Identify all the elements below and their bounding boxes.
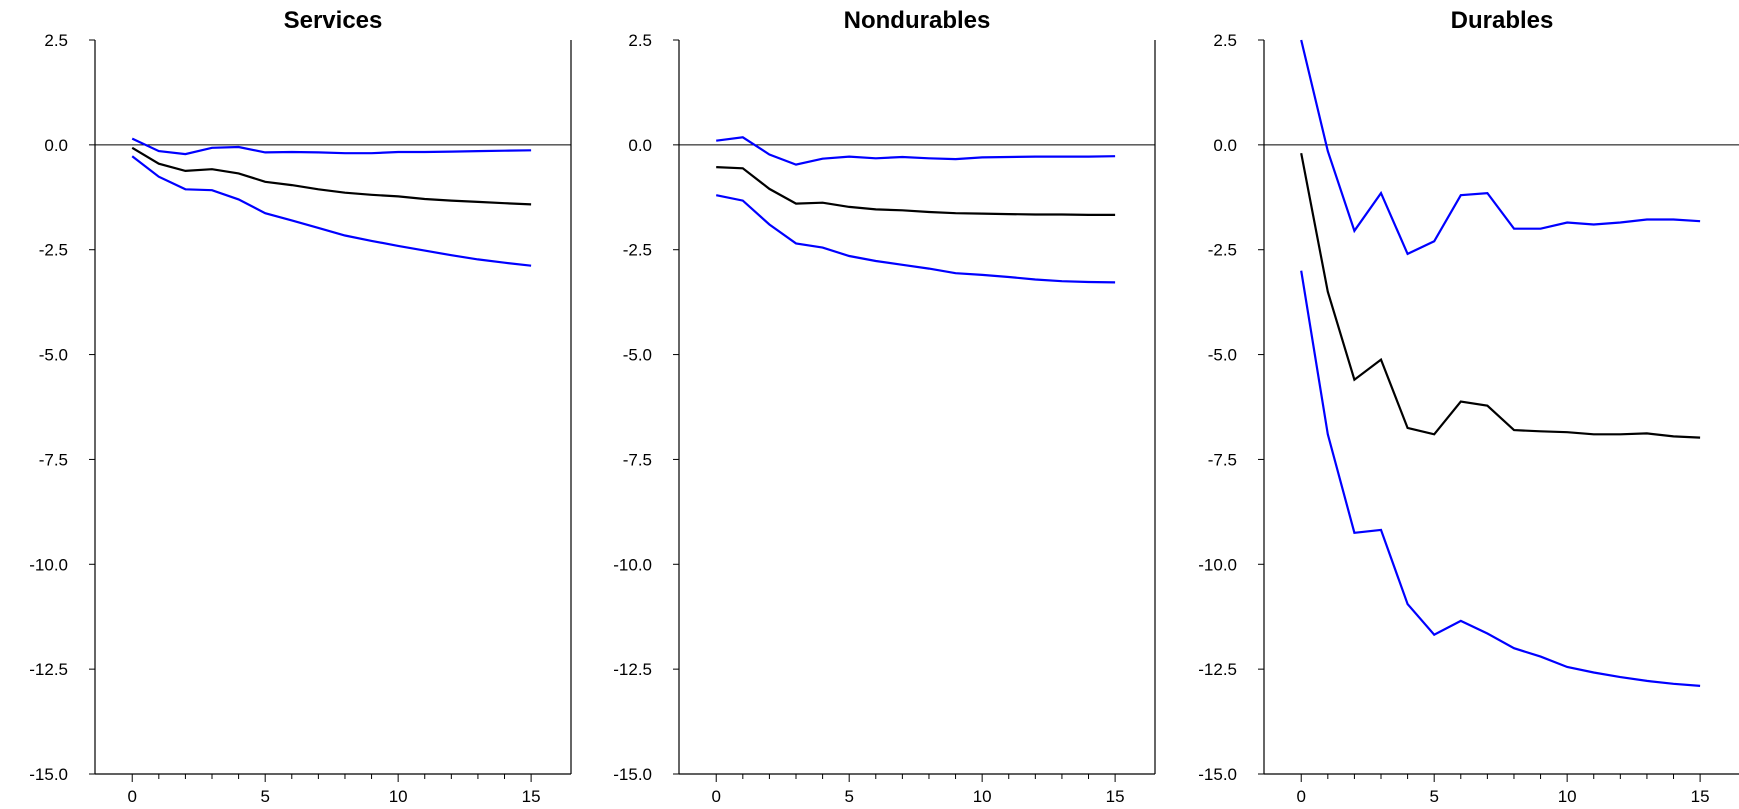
nondurables-y-tick-label: -15.0 xyxy=(613,765,652,784)
services-y-tick-label: -7.5 xyxy=(39,450,68,469)
durables-y-tick-label: -5.0 xyxy=(1208,346,1237,365)
services-y-tick-label: -2.5 xyxy=(39,241,68,260)
services-x-tick-label: 5 xyxy=(260,787,269,806)
nondurables-lower-line xyxy=(715,194,1116,284)
durables-upper-line xyxy=(1300,39,1701,256)
services-y-tick-label: -10.0 xyxy=(29,555,68,574)
durables-x-tick-label: 10 xyxy=(1558,787,1577,806)
durables-y-tick-label: -15.0 xyxy=(1198,765,1237,784)
durables-lower-line xyxy=(1300,270,1701,687)
nondurables-x-tick-label: 10 xyxy=(973,787,992,806)
durables-y-tick-label: -10.0 xyxy=(1198,555,1237,574)
services-y-tick-label: -15.0 xyxy=(29,765,68,784)
panel-durables: Durables 2.5 0.0 -2.5 -5.0 -7.5 -10.0 -12.5 -15.… xyxy=(1198,7,1739,806)
services-y-tick-label: -12.5 xyxy=(29,660,68,679)
nondurables-y-tick-label: 0.0 xyxy=(628,136,652,155)
services-x-tick-label: 10 xyxy=(389,787,408,806)
nondurables-estimate-line xyxy=(716,166,1116,216)
nondurables-x-tick-label: 5 xyxy=(844,787,853,806)
nondurables-title: Nondurables xyxy=(844,7,991,34)
durables-x-tick-label: 0 xyxy=(1296,787,1305,806)
durables-estimate-line xyxy=(1300,152,1701,439)
services-lower-line xyxy=(131,155,532,267)
services-x-tick-label: 15 xyxy=(522,787,541,806)
services-y-tick-label: 0.0 xyxy=(44,136,68,155)
nondurables-y-tick-label: -10.0 xyxy=(613,555,652,574)
durables-y-tick-label: -7.5 xyxy=(1208,450,1237,469)
services-title: Services xyxy=(284,7,383,34)
durables-y-tick-label: 2.5 xyxy=(1213,31,1237,50)
nondurables-upper-line xyxy=(716,136,1116,166)
durables-x-tick-label: 5 xyxy=(1429,787,1438,806)
nondurables-y-tick-label: 2.5 xyxy=(628,31,652,50)
nondurables-x-tick-label: 0 xyxy=(711,787,720,806)
nondurables-y-tick-label: -7.5 xyxy=(623,450,652,469)
services-upper-line xyxy=(131,137,532,156)
panel-nondurables: Nondurables 2.5 0.0 -2.5 -5.0 -7.5 -10.0 -12.5 -… xyxy=(613,7,1156,806)
nondurables-y-tick-label: -5.0 xyxy=(623,346,652,365)
nondurables-x-tick-label: 15 xyxy=(1106,787,1125,806)
durables-x-tick-label: 15 xyxy=(1691,787,1710,806)
durables-title: Durables xyxy=(1451,7,1554,34)
durables-y-tick-label: -12.5 xyxy=(1198,660,1237,679)
services-y-tick-label: -5.0 xyxy=(39,346,68,365)
services-y-tick-label: 2.5 xyxy=(44,31,68,50)
nondurables-y-tick-label: -12.5 xyxy=(613,660,652,679)
services-estimate-line xyxy=(131,146,532,206)
panel-services: Services 2.5 0.0 -2.5 -5.0 -7.5 -10.0 -12.5 -15.… xyxy=(29,7,572,806)
nondurables-y-tick-label: -2.5 xyxy=(623,241,652,260)
services-x-tick-label: 0 xyxy=(127,787,136,806)
durables-y-tick-label: -2.5 xyxy=(1208,241,1237,260)
durables-y-tick-label: 0.0 xyxy=(1213,136,1237,155)
